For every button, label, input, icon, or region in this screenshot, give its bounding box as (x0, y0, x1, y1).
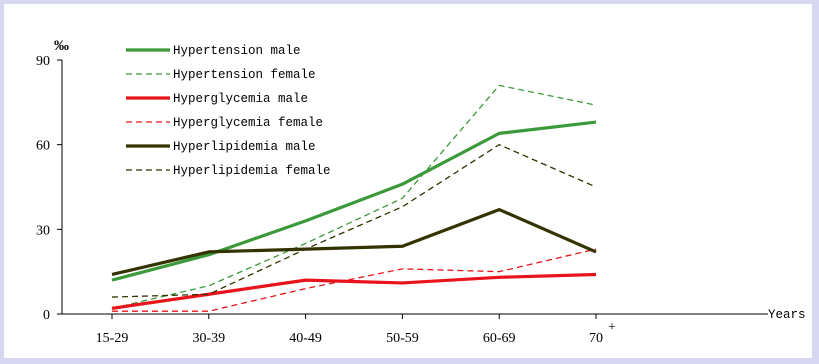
x-axis-label: Years (768, 308, 806, 322)
line-chart: 0 30 60 90 15-29 30-39 40-49 50-59 60-69 70 + Hype… (36, 38, 806, 346)
series-line (111, 144, 597, 298)
x-tick-label: 70 (589, 331, 603, 346)
chart-frame: 0 30 60 90 15-29 30-39 40-49 50-59 60-69 70 + Hype… (4, 4, 812, 358)
legend-label: Hyperlipidemia female (173, 164, 331, 178)
legend-label: Hypertension female (173, 68, 316, 82)
legend: Hypertension male Hypertension female Hype… (126, 44, 331, 178)
axes: 0 30 60 90 15-29 30-39 40-49 50-59 60-69 70 + (36, 54, 768, 346)
x-tick-label: 40-49 (289, 331, 322, 346)
legend-label: Hyperlipidemia male (173, 140, 316, 154)
x-tick-label: 30-39 (192, 331, 225, 346)
series-line (111, 120, 597, 282)
series-line (111, 84, 597, 309)
legend-label: Hyperglycemia female (173, 116, 323, 130)
y-axis-unit: ‰ (54, 38, 69, 54)
series-line (111, 207, 597, 277)
legend-label: Hyperglycemia male (173, 92, 308, 106)
y-tick-label: 60 (36, 139, 50, 154)
x-tick-label: 50-59 (386, 331, 419, 346)
x-tick-superscript: + (608, 320, 616, 335)
x-tick-label: 60-69 (483, 331, 516, 346)
x-tick-label: 15-29 (96, 331, 129, 346)
legend-label: Hypertension male (173, 44, 301, 58)
series-line (111, 272, 597, 310)
y-tick-label: 0 (43, 308, 50, 323)
series-line (112, 248, 597, 312)
series-lines (111, 84, 597, 312)
y-tick-label: 30 (36, 223, 50, 238)
y-tick-label: 90 (36, 54, 50, 69)
